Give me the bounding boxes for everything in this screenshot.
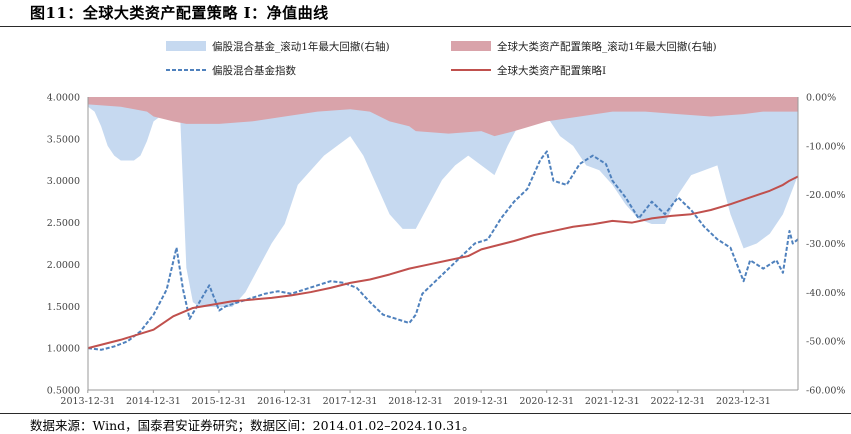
legend-label-fund-drawdown: 偏股混合基金_滚动1年最大回撤(右轴): [212, 40, 390, 53]
title-divider: [0, 26, 851, 27]
source-note: 数据来源：Wind，国泰君安证券研究；数据区间：2014.01.02–2024.…: [30, 418, 475, 433]
y-right-tick-label: -30.00%: [806, 239, 845, 250]
y-left-tick-label: 3.5000: [47, 134, 80, 145]
figure-title: 图11：全球大类资产配置策略 I：净值曲线: [30, 4, 329, 22]
x-tick-label: 2013-12-31: [60, 396, 115, 407]
plot-area: 4.0000 3.5000 3.0000 2.5000 2.0000 1.5000 1.00…: [47, 93, 846, 408]
y-right-tick-label: -60.00%: [806, 386, 845, 397]
y-right-tick-label: 0.00%: [806, 93, 836, 104]
x-tick-label: 2022-12-31: [650, 396, 705, 407]
legend-swatch-strategy-drawdown: [451, 41, 491, 51]
x-tick-label: 2016-12-31: [257, 396, 312, 407]
legend-swatch-fund-drawdown: [166, 41, 206, 51]
fund-drawdown-area: [88, 97, 798, 307]
strategy-drawdown-area: [88, 97, 798, 137]
x-tick-label: 2018-12-31: [388, 396, 443, 407]
x-tick-label: 2019-12-31: [454, 396, 509, 407]
y-right-tick-label: -10.00%: [806, 141, 845, 152]
fund-index-line: [87, 150, 799, 351]
x-tick-label: 2023-12-31: [716, 396, 771, 407]
y-left-tick-label: 2.0000: [47, 260, 80, 271]
legend-label-strategy-drawdown: 全球大类资产配置策略_滚动1年最大回撤(右轴): [497, 40, 717, 53]
y-right-tick-label: -20.00%: [806, 190, 845, 201]
legend-label-strategy: 全球大类资产配置策略I: [497, 64, 606, 77]
y-left-tick-label: 1.0000: [47, 344, 80, 355]
source-divider: [0, 413, 851, 414]
strategy-nav-line: [87, 175, 799, 350]
legend-label-fund-index: 偏股混合基金指数: [212, 64, 296, 77]
x-tick-label: 2021-12-31: [585, 396, 640, 407]
x-tick-label: 2017-12-31: [323, 396, 378, 407]
x-tick-label: 2015-12-31: [192, 396, 247, 407]
y-left-tick-label: 1.5000: [47, 302, 80, 313]
y-left-tick-label: 3.0000: [47, 176, 80, 187]
y-right-tick-label: -50.00%: [806, 337, 845, 348]
y-right-tick-label: -40.00%: [806, 288, 845, 299]
y-left-tick-label: 4.0000: [47, 93, 80, 104]
legend: 偏股混合基金_滚动1年最大回撤(右轴) 全球大类资产配置策略_滚动1年最大回撤(…: [166, 40, 717, 77]
y-left-tick-label: 2.5000: [47, 218, 80, 229]
x-tick-label: 2014-12-31: [126, 396, 181, 407]
y-left-tick-label: 0.5000: [47, 386, 80, 397]
x-tick-label: 2020-12-31: [519, 396, 574, 407]
